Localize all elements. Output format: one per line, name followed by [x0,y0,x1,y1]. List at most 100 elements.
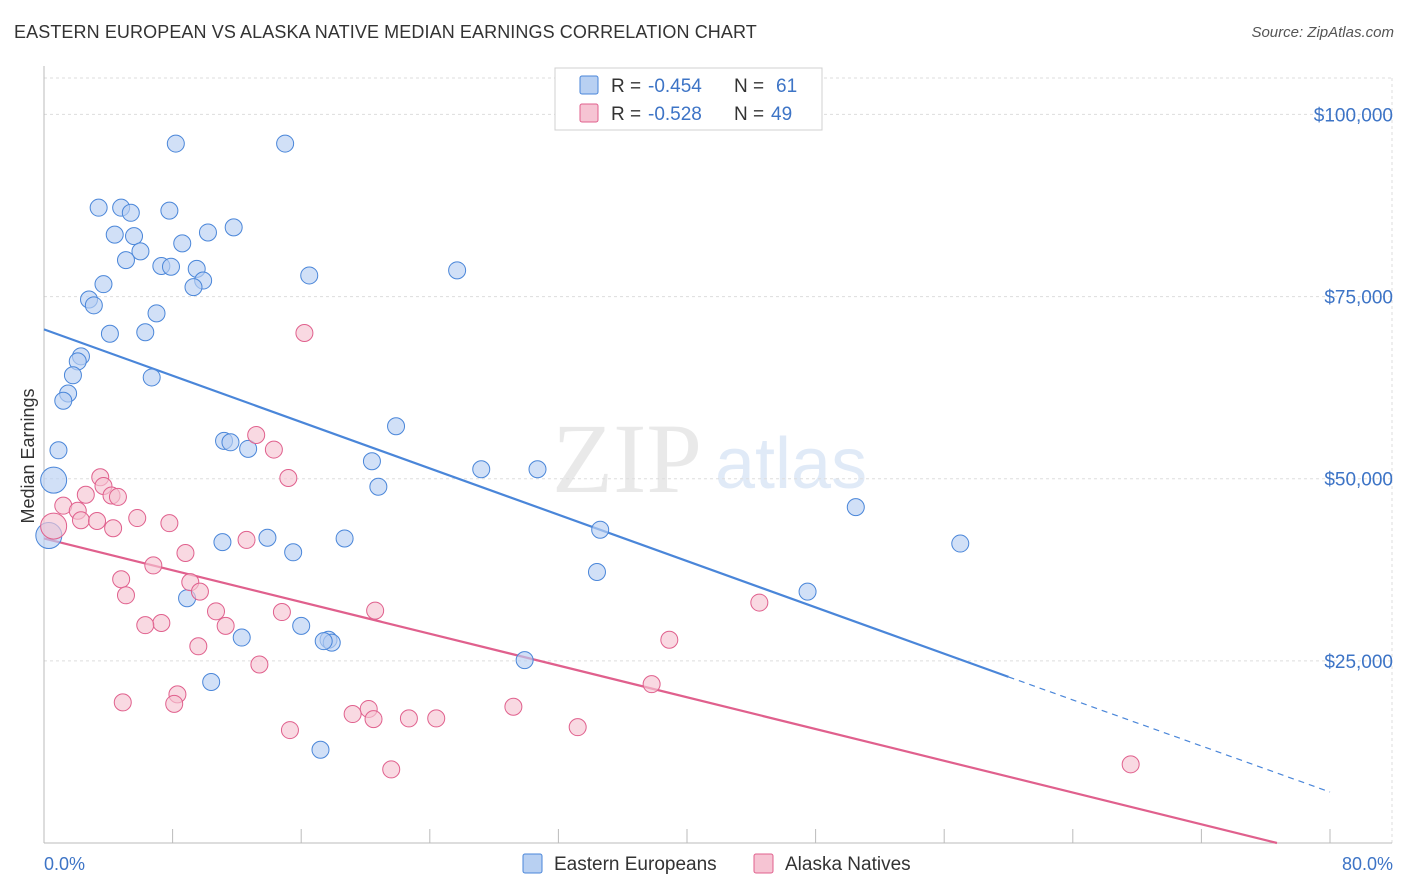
alaska-point-1 [247,426,266,444]
axes [43,66,1392,844]
eastern-point-60 [311,740,330,759]
alaska-point-44 [568,718,587,737]
tick-labels: $25,000 $50,000 $75,000 $100,000 0.0% 80.0% [44,105,1393,874]
y-tick-label-0: $25,000 [1324,652,1393,673]
alaska-point-36 [113,693,132,712]
source-label: Source: ZipAtlas.com [1251,24,1394,41]
eastern-point-31 [54,391,73,410]
x-tick-label-0: 0.0% [44,854,85,874]
watermark-zip: ZIP [552,403,702,514]
eastern-point-59 [202,672,221,691]
eastern-point-8 [198,223,217,242]
eastern-point-49 [284,543,303,562]
eastern-point-41 [369,477,388,496]
eastern-point-9 [224,218,243,237]
eastern-point-53 [292,616,311,635]
eastern-trend-line [43,328,1009,678]
y-tick-label-2: $75,000 [1324,288,1393,309]
eastern-point-37 [362,452,381,471]
alaska-point-4 [279,468,298,487]
watermark-atlas: atlas [715,424,867,504]
alaska-point-46 [1121,755,1140,774]
eastern-point-23 [147,304,166,323]
legend-n-label-2: N = [734,104,764,125]
alaska-point-45 [280,721,299,740]
eastern-point-47 [591,520,610,539]
eastern-point-46 [213,533,232,552]
alaska-point-12 [88,511,107,530]
y-tick-label-1: $50,000 [1324,470,1393,491]
alaska-point-39 [504,697,523,716]
grid-lines [44,77,1393,843]
alaska-point-0 [295,324,314,342]
alaska-point-25 [366,601,385,620]
legend-swatch-pink [579,103,599,123]
alaska-point-18 [176,544,195,563]
eastern-point-39 [528,460,547,479]
legend-r-label-2: R = [611,104,641,125]
alaska-point-31 [660,630,679,649]
eastern-point-1 [276,134,295,153]
eastern-point-2 [89,198,108,217]
eastern-point-6 [105,225,124,244]
alaska-point-22 [190,582,209,601]
alaska-point-14 [160,514,179,533]
alaska-point-8 [108,487,127,506]
trend-lines [43,328,1331,845]
y-axis-label: Median Earnings [18,388,38,523]
eastern-point-10 [173,234,192,253]
eastern-point-11 [131,242,150,261]
legend-swatch-blue [579,75,599,95]
y-tick-label-3: $100,000 [1314,105,1393,126]
alaska-trend-line [43,537,1278,845]
legend-n-label-1: N = [734,76,764,97]
eastern-point-45 [335,529,354,548]
alaska-point-17 [237,530,256,549]
eastern-point-16 [300,266,319,285]
series-legend-swatch-eastern [522,853,543,874]
series-legend: Eastern Europeans Alaska Natives [522,853,911,875]
alaska-point-28 [152,613,171,632]
series-legend-label-eastern: Eastern Europeans [554,854,717,875]
alaska-point-30 [216,616,235,635]
data-points [35,134,1140,779]
eastern-point-0 [166,134,185,153]
eastern-point-4 [121,203,140,222]
alaska-point-42 [427,709,446,728]
alaska-point-26 [207,602,226,621]
legend-r-label-1: R = [611,76,641,97]
alaska-point-34 [642,675,661,694]
eastern-point-48 [951,534,970,553]
alaska-point-33 [250,655,269,674]
eastern-point-20 [94,275,113,294]
eastern-point-54 [232,628,251,647]
eastern-point-58 [515,651,534,670]
alaska-point-2 [264,440,283,459]
eastern-point-35 [239,439,258,458]
eastern-point-34 [221,433,240,452]
legend-n-value-1: 61 [776,76,797,97]
eastern-point-51 [798,582,817,601]
eastern-point-38 [472,460,491,479]
alaska-point-24 [750,593,769,612]
watermark: ZIP atlas [552,403,867,514]
eastern-point-5 [160,201,179,220]
legend-n-value-2: 49 [771,104,792,125]
eastern-trend-extension [1008,676,1331,793]
alaska-point-6 [76,485,95,504]
legend-r-value-2: -0.528 [648,104,702,125]
alaska-point-40 [343,705,362,724]
alaska-point-19 [144,556,163,575]
eastern-point-44 [258,528,277,547]
alaska-point-20 [112,570,131,589]
stats-legend: R = -0.454 N = 61 R = -0.528 N = 49 [554,67,823,131]
alaska-point-13 [128,509,147,528]
eastern-point-42 [846,498,865,517]
eastern-point-32 [387,417,406,436]
eastern-point-19 [184,278,203,297]
eastern-point-7 [125,227,144,246]
eastern-point-40 [40,466,68,494]
x-tick-label-1: 80.0% [1342,854,1393,874]
eastern-point-24 [136,323,155,342]
